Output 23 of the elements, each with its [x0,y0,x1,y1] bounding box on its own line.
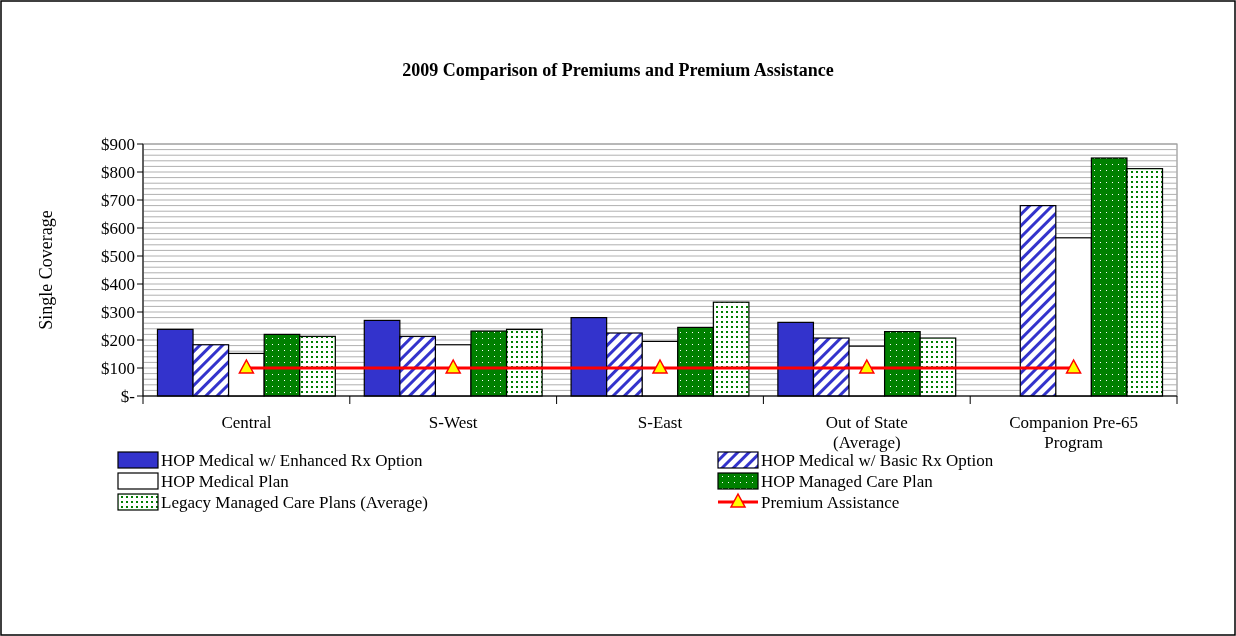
legend-label: HOP Medical Plan [161,472,290,491]
y-axis-title: Single Coverage [36,210,56,330]
legend-label: Legacy Managed Care Plans (Average) [161,493,428,512]
legend-label: Premium Assistance [761,493,900,512]
chart-title: 2009 Comparison of Premiums and Premium Assistance [402,60,834,80]
y-tick-label: $700 [101,191,135,210]
legend-label: HOP Medical w/ Enhanced Rx Option [161,451,423,470]
y-tick-label: $300 [101,303,135,322]
y-tick-label: $800 [101,163,135,182]
x-tick-label: Companion Pre-65 Program [1009,413,1139,452]
y-tick-label: $900 [101,135,135,154]
x-tick-label: S-East [637,413,683,432]
y-tick-label: $600 [101,219,135,238]
y-tick-label: $100 [101,359,135,378]
y-tick-label: $400 [101,275,135,294]
y-tick-label: $200 [101,331,135,350]
x-tick-label: S-West [428,413,478,432]
y-tick-label: $- [120,387,136,406]
y-tick-label: $500 [101,247,135,266]
legend-label: HOP Medical w/ Basic Rx Option [761,451,994,470]
x-tick-label: Out of State (Average) [825,413,908,452]
x-tick-label: Central [221,413,272,432]
legend-label: HOP Managed Care Plan [761,472,934,491]
